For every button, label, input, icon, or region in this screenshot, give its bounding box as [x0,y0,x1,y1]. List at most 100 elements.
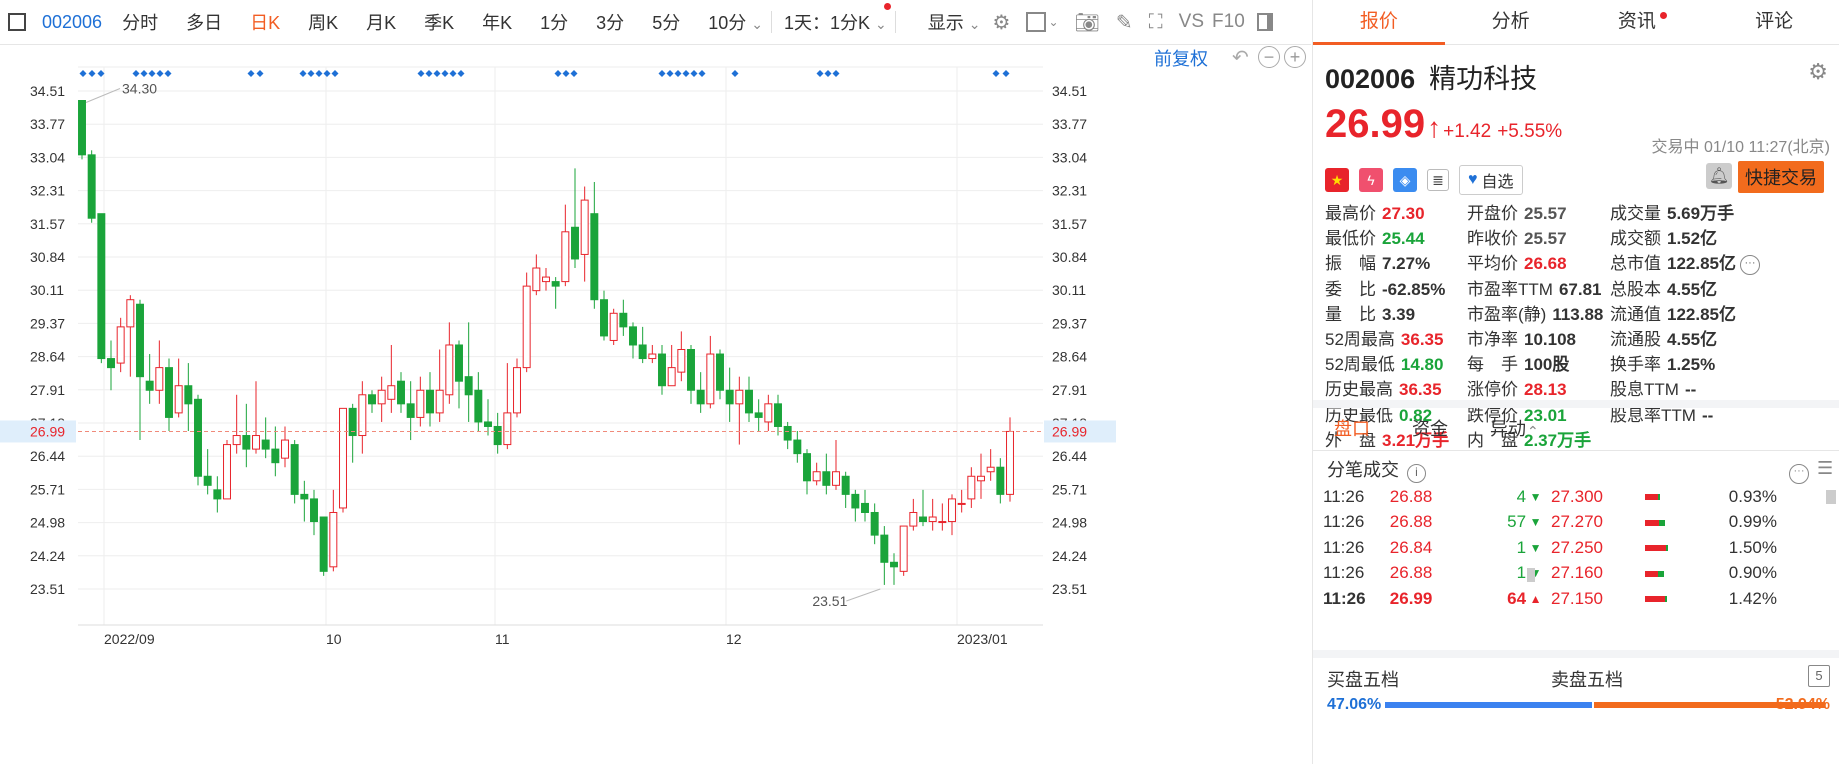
stat-value: 5.69万手 [1667,204,1735,224]
panel-toggle-icon[interactable] [1256,13,1273,31]
candle-body [310,498,318,523]
event-marker-icon [331,70,339,77]
period-select[interactable]: 1天：1分K ⌄ [774,3,893,35]
tab-multiday[interactable]: 多日 [186,13,223,33]
tab-weekly-k[interactable]: 周K [308,13,339,33]
candle-body [474,389,483,423]
zoom-in-icon[interactable]: + [1284,46,1306,68]
f10-button[interactable]: F10 [1212,11,1245,32]
tab-monthly-k[interactable]: 月K [366,13,397,33]
more-icon[interactable]: ··· [1740,254,1760,275]
tab-5min[interactable]: 5分 [652,13,681,33]
layout-square-icon[interactable]: ⌄ [1018,12,1066,32]
stat-label: 历史最低 [1325,405,1393,425]
bell-icon[interactable]: 🔔︎ [1706,163,1732,189]
gear-icon[interactable]: ⚙ [992,11,1011,34]
stock-code-link[interactable]: 002006 [42,11,103,32]
depth-row: 27.150 1.42% [1545,586,1839,612]
stat-label: 涨停价 [1467,380,1518,400]
event-marker-icon [433,70,441,77]
sidebar-toggle-icon[interactable] [8,13,26,31]
tab-fund-flow[interactable]: 资金 [1412,419,1448,439]
tab-3min[interactable]: 3分 [596,13,625,33]
zoom-out-icon[interactable]: − [1258,46,1280,68]
stat-value: 122.85亿 [1667,304,1736,324]
favorite-label: 自选 [1481,174,1514,191]
fullscreen-icon[interactable]: ⛶ [1148,10,1163,33]
price-change-pct: +5.55% [1497,121,1563,142]
candle-body [609,312,618,341]
stat-cell: 流通股 4.55亿 [1610,325,1800,350]
depth-row: 27.160 0.90% [1545,561,1839,587]
stat-cell: 成交额 1.52亿 [1610,224,1800,249]
event-marker-icon [417,70,425,77]
stat-value: -- [1684,380,1697,400]
gear-icon[interactable]: ⚙ [1808,59,1828,84]
candle-body [551,281,560,287]
scrollbar[interactable] [1826,490,1836,504]
event-marker-icon [1002,70,1010,77]
more-icon[interactable]: ··· [1789,458,1809,484]
display-select[interactable]: 显示 ⌄ [898,9,985,35]
stat-value: -62.85% [1382,279,1446,299]
tab-unusual[interactable]: 异动 [1490,419,1526,439]
candle-body [513,367,521,414]
low-annotation-label: 23.51 [812,593,847,609]
candle-body [803,453,811,482]
tab-quote[interactable]: 报价 [1313,0,1445,45]
kline-chart-area[interactable]: 34.51 34.51 33.77 33.77 33.04 33.04 32.31 32.31… [0,45,1311,764]
kline-chart[interactable]: 34.51 34.51 33.77 33.77 33.04 33.04 32.31 32.31… [0,45,1311,764]
stat-value: 3.21万手 [1382,430,1450,450]
candle-body [271,448,280,464]
tab-10min[interactable]: 10分 ⌄ [694,9,769,35]
candle-body [358,394,367,437]
adjust-mode-link[interactable]: 前复权 [1154,49,1208,69]
stat-value: 23.01 [1524,405,1567,425]
depth-price: 27.300 [1551,486,1603,506]
tab-comments[interactable]: 评论 [1755,11,1794,32]
depth-row: 27.250 1.50% [1545,535,1839,561]
quick-trade-button[interactable]: 快捷交易 [1738,161,1824,193]
stat-row: 委 比 -62.85% 市盈率TTM 67.81 总股本 4.55亿 [1325,275,1835,300]
event-marker-icon [148,70,156,77]
event-marker-icon [570,70,578,77]
depth-bar [1645,545,1666,551]
tag-row: ★ ϟ ◈ ≣ ♥ 自选 [1325,165,1523,195]
info-icon[interactable]: i [1407,464,1426,483]
notebook-icon[interactable]: ≣ [1427,169,1449,191]
stat-label: 市净率 [1467,330,1518,350]
heart-icon: ♥ [1468,171,1478,188]
tab-news[interactable]: 资讯 [1577,0,1709,44]
collapse-up-icon[interactable]: ⌃ [1527,423,1539,439]
add-favorite-button[interactable]: ♥ 自选 [1459,165,1523,195]
price-tag-icon[interactable]: ◈ [1393,168,1417,192]
depth-row: 27.300 0.93% [1545,484,1839,510]
tab-analysis[interactable]: 分析 [1491,11,1530,32]
lightning-icon[interactable]: ϟ [1359,168,1383,192]
y-tick-label-right: 23.51 [1052,581,1087,597]
candle-body [687,349,695,391]
tab-orderbook[interactable]: 盘口 [1334,419,1370,439]
stat-cell: 昨收价 25.57 [1467,224,1610,249]
y-tick-label-right: 29.37 [1052,315,1087,331]
event-marker-icon [156,70,164,77]
tab-quarterly-k[interactable]: 季K [424,13,455,33]
pen-icon[interactable]: ✎ [1115,11,1133,34]
tab-daily-k[interactable]: 日K [250,13,281,33]
depth-bar-green [1658,570,1664,577]
event-marker-icon [562,70,570,77]
stat-label: 昨收价 [1467,229,1518,249]
five-level-count[interactable]: 5 [1808,665,1830,687]
tab-10min-label: 10分 [708,13,747,33]
reset-zoom-icon[interactable]: ↶ [1232,47,1249,69]
stat-label: 52周最高 [1325,330,1395,350]
tab-1min[interactable]: 1分 [540,13,569,33]
scroll-indicator[interactable] [1527,568,1535,582]
china-flag-icon[interactable]: ★ [1325,168,1349,192]
camera-icon[interactable]: 📷︎ [1074,11,1100,34]
tab-intraday[interactable]: 分时 [122,13,159,33]
list-icon[interactable]: ☰ [1817,458,1834,478]
vs-button[interactable]: VS [1178,11,1205,32]
tab-yearly-k[interactable]: 年K [482,13,513,33]
candle-body [967,475,976,500]
